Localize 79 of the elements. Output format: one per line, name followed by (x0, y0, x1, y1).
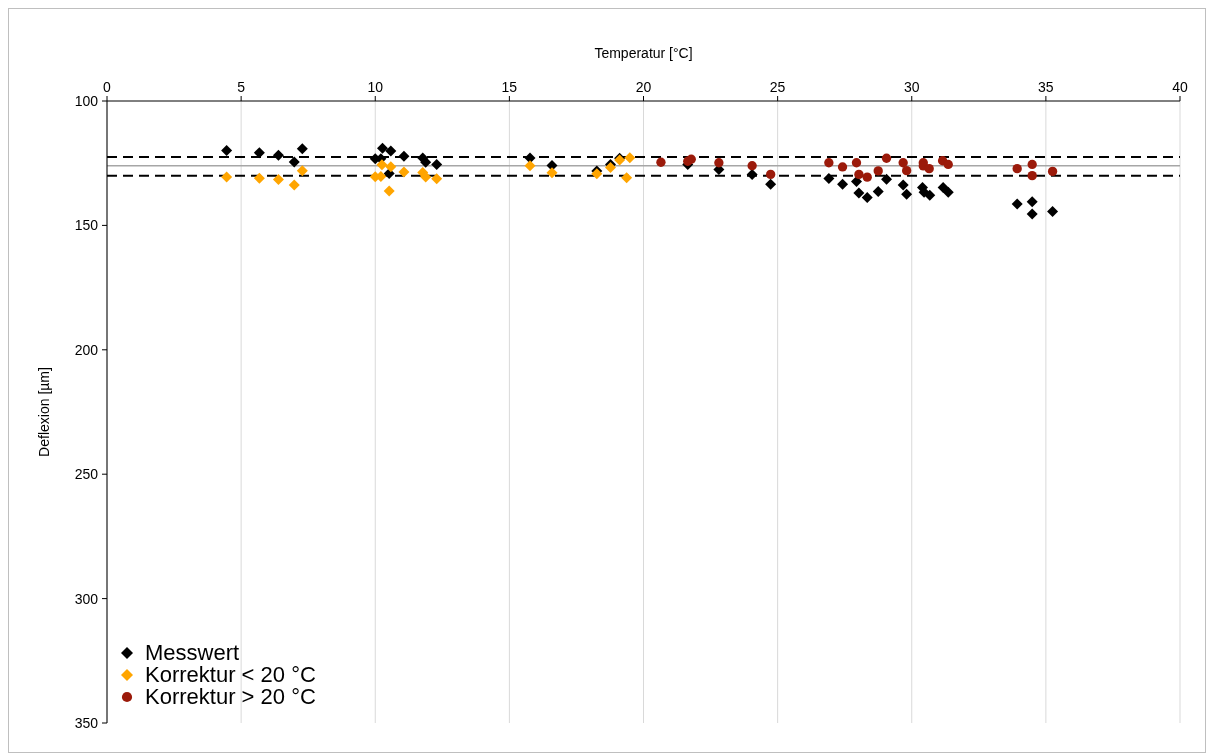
y-axis-title: Deflexion [µm] (36, 367, 52, 457)
point (901, 165, 912, 176)
point (1027, 170, 1037, 181)
point (837, 162, 848, 172)
point (524, 160, 536, 172)
point (272, 149, 284, 161)
point (431, 173, 443, 185)
y-tick-label: 250 (74, 466, 99, 483)
point (714, 158, 724, 168)
point (385, 145, 397, 157)
point (1027, 159, 1037, 170)
point (854, 169, 864, 180)
point (747, 161, 757, 171)
point (765, 178, 777, 190)
point (376, 159, 388, 171)
y-tick-label: 350 (74, 715, 99, 731)
point (823, 172, 835, 184)
point (1047, 166, 1058, 177)
y-tick-label: 150 (74, 217, 99, 234)
point (861, 192, 873, 204)
point (901, 188, 913, 200)
legend-label: Korrektur < 20 °C (145, 662, 316, 687)
point (924, 164, 934, 174)
point (621, 172, 633, 184)
point (398, 150, 410, 162)
point (656, 157, 666, 167)
point (824, 158, 834, 168)
point (937, 182, 949, 194)
point (431, 158, 443, 170)
x-tick-label: 40 (1172, 79, 1188, 95)
point (850, 176, 862, 188)
point (272, 174, 284, 186)
point (253, 172, 265, 184)
point (942, 186, 954, 198)
legend-label: Messwert (145, 640, 240, 665)
point (1012, 164, 1022, 174)
point (765, 169, 776, 180)
point (1047, 205, 1059, 217)
point (853, 187, 865, 199)
point (383, 185, 395, 197)
point (872, 186, 884, 198)
point (288, 179, 300, 191)
point (624, 152, 636, 164)
point (398, 166, 410, 178)
legend-label: Korrektur > 20 °C (145, 684, 316, 709)
x-tick-label: 15 (501, 79, 518, 95)
point (881, 153, 892, 163)
y-tick-label: 100 (74, 93, 99, 109)
point (221, 171, 233, 183)
point (837, 178, 849, 190)
point (881, 173, 893, 185)
point (385, 161, 397, 173)
x-tick-label: 0 (103, 79, 112, 95)
point (221, 145, 233, 157)
x-axis-title: Temperatur [°C] (594, 45, 693, 61)
point (862, 172, 872, 182)
point (1026, 196, 1038, 208)
point (288, 156, 300, 168)
point (943, 159, 953, 170)
point (898, 158, 908, 168)
y-tick-label: 300 (74, 590, 99, 607)
y-tick-label: 200 (74, 341, 99, 358)
x-tick-label: 20 (635, 79, 652, 95)
point (1026, 208, 1038, 220)
point (924, 189, 936, 201)
point (253, 147, 265, 159)
point (296, 143, 308, 155)
point (897, 179, 909, 191)
point (546, 167, 558, 179)
x-tick-label: 5 (237, 79, 246, 95)
x-tick-label: 35 (1038, 79, 1054, 95)
point (1011, 198, 1023, 210)
x-tick-label: 30 (903, 79, 920, 95)
point (851, 158, 862, 168)
point (376, 142, 388, 154)
x-tick-label: 25 (769, 79, 786, 95)
x-tick-label: 10 (367, 79, 384, 95)
point (873, 166, 883, 176)
point (296, 165, 308, 177)
